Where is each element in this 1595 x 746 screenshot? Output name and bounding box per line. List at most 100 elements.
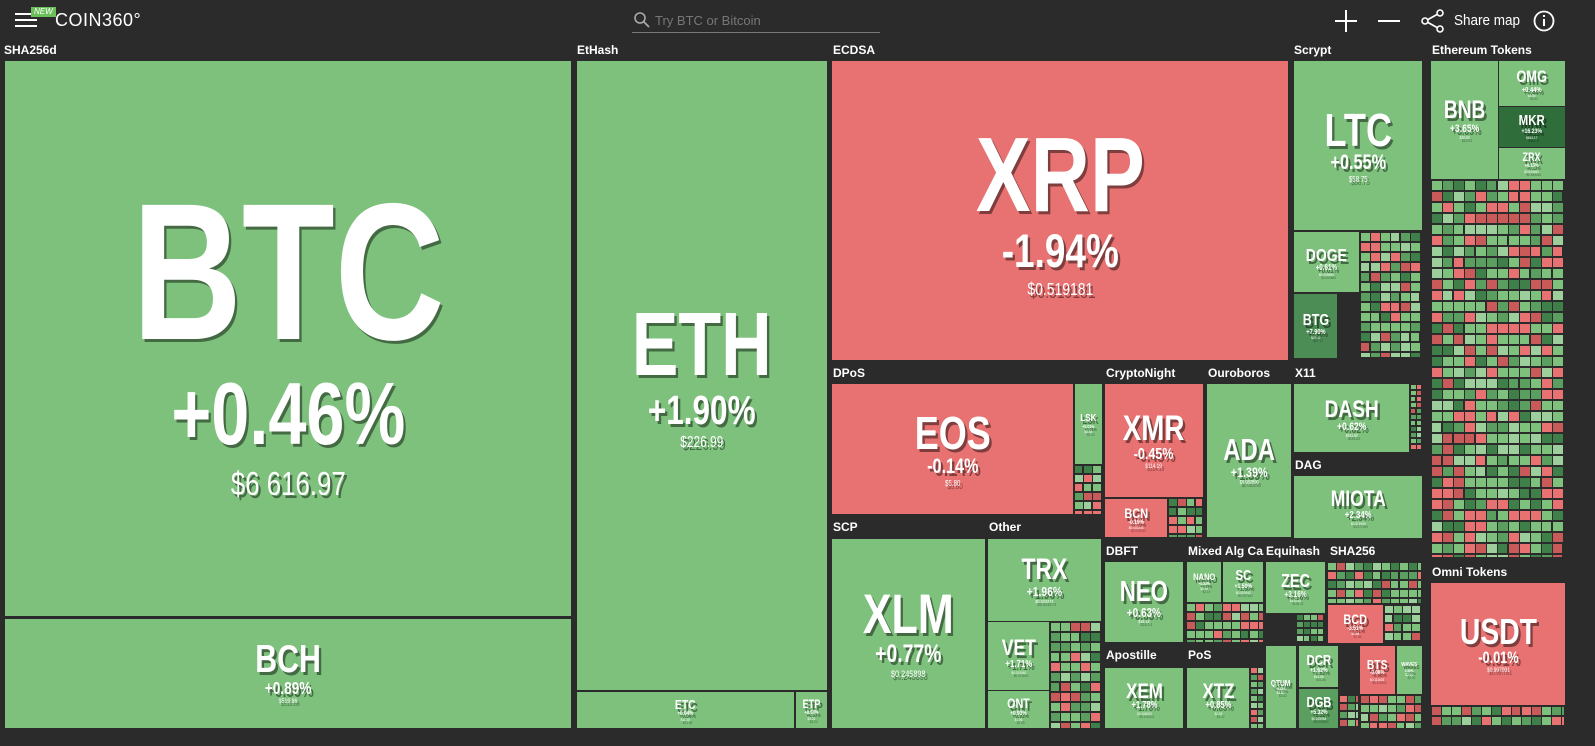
coin-tile[interactable]: MIOTA +2.34% $0.571909 [1293, 475, 1423, 539]
coin-symbol: MIOTA [1330, 486, 1386, 512]
mini-tile [1486, 411, 1497, 422]
mini-tile [1303, 635, 1310, 642]
mini-tile [1442, 433, 1453, 444]
mini-tile [1563, 521, 1565, 532]
info-icon[interactable] [1533, 10, 1555, 32]
coin-tile[interactable]: MKR +16.23% $614.17 [1498, 106, 1566, 148]
group-label: Equihash [1266, 544, 1321, 558]
coin-tile[interactable]: XMR -0.45% $114.19 [1104, 383, 1204, 498]
coin-tile[interactable]: VET +1.71% $0.013082 [987, 621, 1050, 691]
coin-tile[interactable]: XTZ +0.85% $1.32 [1186, 667, 1250, 729]
coin-price: $2.19 [1200, 586, 1208, 592]
mini-tile [1420, 605, 1422, 614]
coin-tile[interactable]: BTG +7.90% $27.17 [1293, 293, 1338, 359]
tile-text: ETP +0.53% $3.22 [803, 699, 821, 721]
mini-tile [1355, 695, 1359, 703]
coin-tile[interactable]: ETC +0.04% $11.08 [576, 691, 795, 729]
coin-price: $614.17 [1526, 135, 1538, 141]
mini-tile [1552, 543, 1563, 554]
coin-tile[interactable]: DOGE +0.61% $0.005685 [1293, 231, 1360, 293]
tile-text: BCH +0.89% $519.86 [255, 640, 321, 706]
group-label: Scrypt [1294, 43, 1332, 57]
coin-tile[interactable]: LTC +0.55% $58.75 [1293, 60, 1423, 231]
tile-text: XTZ +0.85% $1.32 [1202, 680, 1234, 717]
coin-tile[interactable]: ETH +1.90% $226.99 [576, 60, 828, 691]
mini-tile [1563, 180, 1565, 191]
group-label: SHA256 [1330, 544, 1376, 558]
coin-tile[interactable]: ONT +0.93% $1.95 [987, 690, 1050, 729]
coin-tile[interactable]: BNB +3.65% $10.63 [1430, 60, 1499, 180]
coin-tile[interactable]: ETP +0.53% $3.22 [795, 691, 828, 729]
tile-text: TRX +1.96% $0.023274 [1022, 555, 1068, 604]
search-input[interactable]: Try BTC or Bitcoin [655, 13, 761, 28]
logo[interactable]: COIN360° [55, 10, 142, 30]
mini-tile [1370, 312, 1380, 322]
coin-tile[interactable]: XEM +1.78% $0.106023 [1104, 667, 1184, 729]
mini-tile [1563, 466, 1565, 477]
coin-symbol: XRP [975, 116, 1145, 234]
coin-tile[interactable]: BCD -3.51% $1.98 [1327, 604, 1384, 644]
zoom-out[interactable] [1378, 10, 1400, 32]
mini-tile [1416, 432, 1422, 438]
share-icon[interactable] [1420, 9, 1446, 33]
coin-tile[interactable]: NEO +0.63% $18.14 [1104, 561, 1184, 643]
mini-tile [1257, 716, 1264, 723]
group-label: DPoS [833, 366, 866, 380]
tile-text: DASH +0.62% $181.83 [1324, 397, 1378, 439]
coin-tile[interactable]: BTS -0.08% $0.111603 [1359, 645, 1396, 695]
mini-tile [1355, 727, 1359, 729]
coin-change: 2.50% [1405, 667, 1414, 673]
coin-tile[interactable]: ADA +1.39% $0.082890 [1206, 383, 1292, 538]
coin-tile[interactable]: DASH +0.62% $181.83 [1293, 383, 1410, 453]
mini-tile [1100, 642, 1102, 652]
coin-change: +1.96% [1026, 583, 1063, 599]
coin-symbol: QTUM [1271, 677, 1291, 688]
coin-tile[interactable]: USDT -0.01% $0.997091 [1430, 582, 1566, 706]
coin-symbol: DGB [1306, 694, 1331, 711]
coin-price: $181.83 [1345, 433, 1358, 439]
menu-icon[interactable] [15, 11, 39, 29]
coin-tile[interactable]: NANO +0.32% $2.19 [1186, 561, 1222, 603]
mini-tile [1257, 695, 1264, 702]
search-underline [632, 32, 880, 33]
tile-text: NEO +0.63% $18.14 [1120, 578, 1168, 626]
coin-tile[interactable]: SC +1.50% $0.007642 [1222, 561, 1264, 603]
mini-tile [1416, 420, 1422, 426]
coin-price: $2.20 [1405, 672, 1414, 678]
mini-tile [1074, 483, 1083, 492]
coin-tile[interactable]: TRX +1.96% $0.023274 [987, 538, 1102, 622]
coin-tile[interactable]: XRP -1.94% $0.519181 [831, 60, 1289, 361]
coin-tile[interactable]: WAVES 2.50% $2.20 [1396, 645, 1423, 695]
coin-tile[interactable]: XLM +0.77% $0.245898 [831, 538, 986, 729]
tile-text: DOGE +0.61% $0.005685 [1306, 246, 1347, 278]
mini-tile [1074, 465, 1083, 474]
share-button[interactable]: Share map [1454, 12, 1521, 29]
mini-tile [1257, 702, 1264, 709]
coin-tile[interactable]: DGB +5.32% $0.025984 [1298, 688, 1339, 729]
mini-tile [1530, 246, 1541, 257]
mini-tile [1453, 400, 1464, 411]
mini-tile [1074, 510, 1083, 515]
coin-change: -3.51% [1347, 624, 1364, 632]
mini-tile [1416, 438, 1422, 444]
coin-tile[interactable]: BCH +0.89% $519.86 [4, 618, 572, 729]
coin-tile[interactable]: QTUM +0.31% $3.82 [1265, 645, 1297, 729]
coin-tile[interactable]: EOS -0.14% $5.80 [831, 383, 1074, 515]
mini-tile [1420, 302, 1422, 312]
coin-tile[interactable]: BCN -0.19% $0.002243 [1104, 498, 1168, 538]
coin-symbol: USDT [1459, 610, 1537, 652]
coin-tile[interactable]: ZEC +3.16% $128.42 [1265, 561, 1326, 614]
tile-text: MKR +16.23% $614.17 [1519, 114, 1545, 140]
coin-tile[interactable]: DCR +1.62% $41.86 [1298, 645, 1339, 688]
mini-tile [1050, 652, 1060, 662]
coin-tile[interactable]: LSK +0.01% $3.34 [1074, 383, 1103, 465]
mini-tile [1442, 290, 1453, 301]
coin-tile[interactable]: OMG +0.44% $3.50 [1498, 60, 1566, 107]
coin-tile[interactable]: BTC +0.46% $6 616.97 [4, 60, 572, 617]
coin-tile[interactable]: ZRX +0.13% $0.644481 [1498, 147, 1566, 180]
zoom-in[interactable] [1335, 10, 1357, 32]
mini-tile [1195, 534, 1203, 538]
tile-text: BNB +3.65% $10.63 [1444, 99, 1486, 140]
coin-price: $128.42 [1289, 598, 1302, 604]
mini-tile [1410, 292, 1420, 302]
